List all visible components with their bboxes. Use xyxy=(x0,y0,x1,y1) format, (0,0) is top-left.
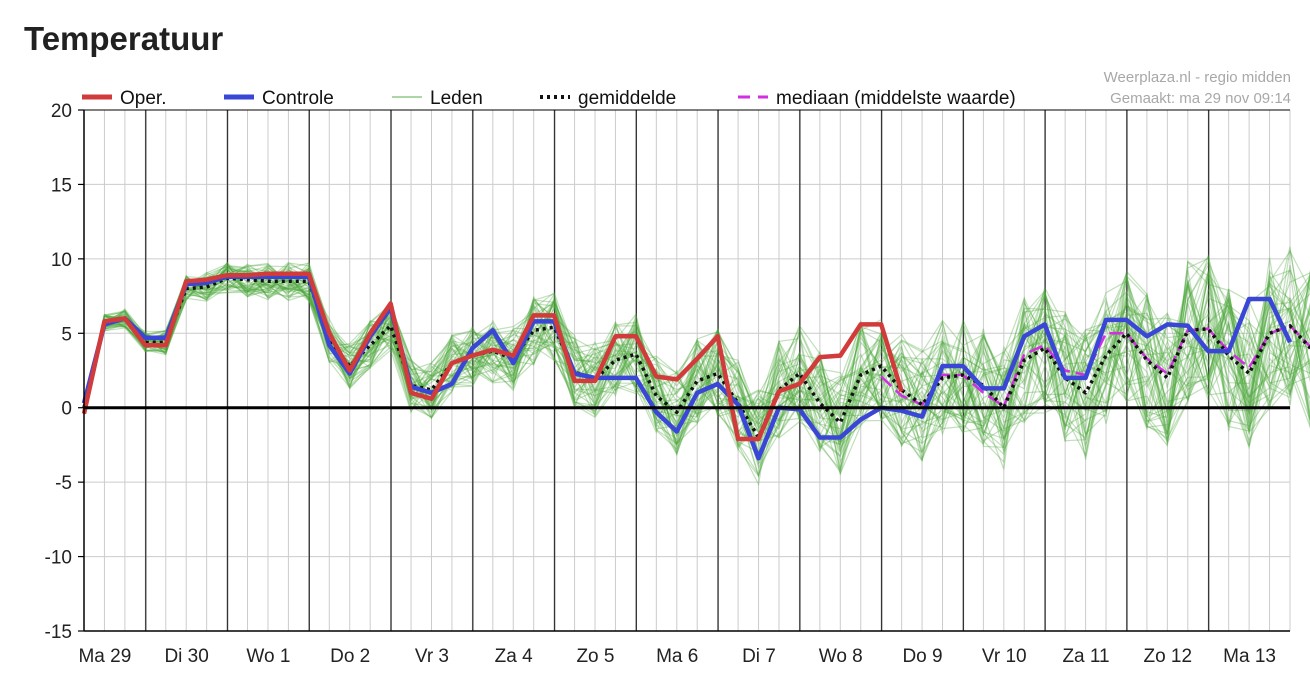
y-tick-label: 5 xyxy=(61,324,72,345)
ensemble-member-line xyxy=(83,261,1310,453)
ensemble-member-line xyxy=(83,260,1310,469)
credit-timestamp: Gemaakt: ma 29 nov 09:14 xyxy=(1110,90,1291,107)
ensemble-member-line xyxy=(83,279,1310,474)
ensemble-member-line xyxy=(83,270,1310,449)
x-tick-label: Wo 1 xyxy=(246,646,290,667)
x-tick-label: Wo 8 xyxy=(819,646,863,667)
axis-layer: 20 15 10 5 0 -5 -10 -15 Ma 29 Di 30 Wo 1 Do 2 Vr 3 Za… xyxy=(45,101,1290,667)
series-layer xyxy=(81,271,1310,461)
ensemble-member-line xyxy=(83,268,1310,437)
x-tick-label: Do 9 xyxy=(902,646,942,667)
series-line-controle xyxy=(81,274,1293,461)
ensemble-member-line xyxy=(83,267,1310,446)
x-tick-label: Di 7 xyxy=(742,646,776,667)
legend-label-controle: Controle xyxy=(262,88,334,109)
ensemble-member-line xyxy=(83,267,1310,455)
y-tick-label: -10 xyxy=(45,548,72,569)
y-tick-label: 15 xyxy=(51,175,72,196)
x-tick-label: Za 4 xyxy=(495,646,533,667)
ensemble-member-line xyxy=(83,257,1310,448)
ensemble-member-line xyxy=(83,262,1310,450)
ensemble-member-line xyxy=(83,255,1310,454)
ensemble-member-line xyxy=(83,266,1310,446)
series-line-oper xyxy=(81,271,904,442)
ensemble-member-line xyxy=(83,268,1310,453)
x-tick-label: Ma 13 xyxy=(1223,646,1276,667)
ensemble-member-line xyxy=(83,260,1310,451)
y-tick-label: -15 xyxy=(45,622,72,643)
x-tick-label: Ma 29 xyxy=(78,646,131,667)
legend-label-gemiddelde: gemiddelde xyxy=(578,88,676,109)
x-tick-label: Zo 12 xyxy=(1143,646,1192,667)
x-tick-label: Vr 3 xyxy=(415,646,449,667)
ensemble-member-line xyxy=(83,267,1310,445)
ensemble-member-line xyxy=(83,268,1310,470)
ensemble-member-line xyxy=(83,277,1310,461)
credit-source: Weerplaza.nl - regio midden xyxy=(1104,69,1291,86)
ensemble-member-line xyxy=(83,268,1310,460)
x-tick-label: Ma 6 xyxy=(656,646,698,667)
x-tick-label: Vr 10 xyxy=(982,646,1027,667)
x-tick-label: Za 11 xyxy=(1062,646,1109,667)
y-tick-label: 10 xyxy=(51,250,72,271)
page-title: Temperatuur xyxy=(24,20,224,57)
y-tick-label: 20 xyxy=(51,101,72,122)
legend: Weerplaza.nl - regio midden Gemaakt: ma … xyxy=(82,69,1291,109)
y-tick-label: -5 xyxy=(55,473,72,494)
legend-label-leden: Leden xyxy=(430,88,483,109)
ensemble-member-line xyxy=(83,263,1310,467)
ensemble-member-line xyxy=(83,250,1310,465)
ensemble-member-line xyxy=(83,265,1310,432)
x-tick-label: Do 2 xyxy=(330,646,370,667)
x-tick-label: Di 30 xyxy=(164,646,208,667)
legend-label-mediaan: mediaan (middelste waarde) xyxy=(776,88,1016,109)
ensemble-member-line xyxy=(83,262,1310,443)
grid-layer xyxy=(83,109,1291,632)
ensemble-member-line xyxy=(83,265,1310,478)
ensemble-member-line xyxy=(83,263,1310,453)
ensemble-member-line xyxy=(83,276,1310,451)
ensemble-member-line xyxy=(83,269,1310,457)
ensemble-member-line xyxy=(83,268,1310,448)
ensemble-member-line xyxy=(83,257,1310,487)
ensemble-member-line xyxy=(83,263,1310,471)
ensemble-member-line xyxy=(83,263,1310,476)
ensemble-member-line xyxy=(83,264,1310,442)
y-tick-label: 0 xyxy=(61,399,72,420)
legend-label-oper: Oper. xyxy=(120,88,166,109)
x-tick-label: Zo 5 xyxy=(576,646,614,667)
